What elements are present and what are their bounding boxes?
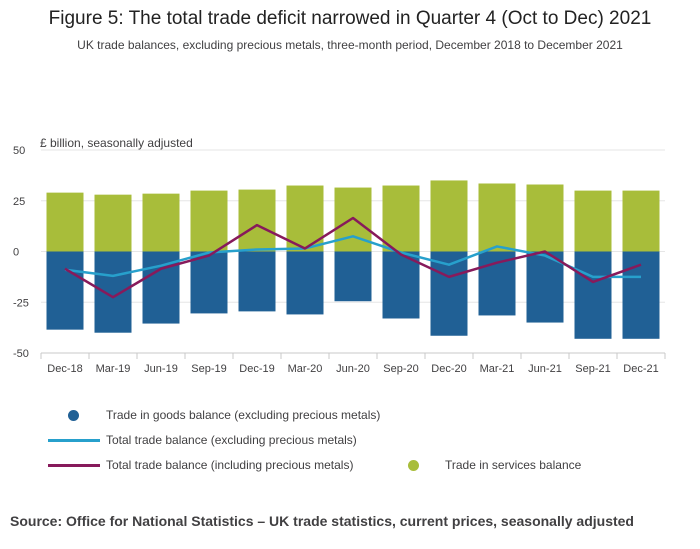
goods-legend-swatch	[68, 410, 79, 421]
x-tick-label: Jun-20	[336, 363, 370, 375]
bar-services	[382, 185, 420, 252]
lines	[64, 216, 642, 299]
y-axis-unit-label: £ billion, seasonally adjusted	[40, 136, 193, 150]
bar-services	[46, 192, 84, 252]
chart-title: Figure 5: The total trade deficit narrow…	[48, 8, 652, 29]
chart-subtitle: UK trade balances, excluding precious me…	[77, 38, 623, 52]
bar-goods	[478, 251, 516, 316]
y-tick-label: -50	[13, 348, 29, 360]
bar-goods	[238, 251, 276, 312]
y-tick-label: 25	[13, 196, 25, 208]
x-tick-label: Sep-21	[575, 363, 610, 375]
bar-services	[142, 193, 180, 252]
y-axis-ticks: 50 25 0 -25 -50	[13, 145, 29, 360]
bar-goods	[382, 251, 420, 319]
source-note: Source: Office for National Statistics –…	[10, 513, 634, 529]
x-tick-label: Mar-21	[480, 363, 515, 375]
bar-goods	[46, 251, 84, 330]
bar-goods	[574, 251, 612, 339]
bar-services	[190, 190, 228, 252]
bar-services	[478, 183, 516, 252]
x-tick-label: Dec-18	[47, 363, 82, 375]
bars	[46, 180, 660, 339]
x-tick-label: Mar-20	[288, 363, 323, 375]
bar-services	[94, 194, 132, 252]
bar-services	[430, 180, 468, 252]
bar-services	[238, 189, 276, 252]
x-axis-ticks: Dec-18 Mar-19 Jun-19 Sep-19 Dec-19 Mar-20 Jun-…	[40, 352, 666, 375]
services-legend-swatch	[408, 460, 419, 471]
bar-goods	[622, 251, 660, 339]
x-tick-label: Sep-19	[191, 363, 226, 375]
line-total-incl	[64, 216, 642, 299]
legend-label-total-incl: Total trade balance (including precious …	[106, 458, 354, 472]
x-tick-label: Jun-19	[144, 363, 178, 375]
bar-goods	[526, 251, 564, 323]
x-tick-label: Dec-21	[623, 363, 658, 375]
y-tick-label: 50	[13, 145, 25, 157]
x-tick-label: Jun-21	[528, 363, 562, 375]
x-tick-label: Sep-20	[383, 363, 418, 375]
bar-goods	[94, 251, 132, 333]
legend-label-goods: Trade in goods balance (excluding precio…	[106, 408, 381, 422]
x-tick-label: Dec-20	[431, 363, 466, 375]
bar-services	[574, 190, 612, 252]
y-tick-label: -25	[13, 297, 29, 309]
bar-goods	[334, 251, 372, 302]
bar-services	[526, 184, 564, 252]
total-incl-legend-swatch	[48, 464, 100, 467]
x-tick-label: Mar-19	[96, 363, 131, 375]
y-tick-label: 0	[13, 247, 19, 259]
bar-goods	[190, 251, 228, 314]
line-total-excl	[64, 235, 641, 279]
total-excl-legend-swatch	[48, 439, 100, 442]
legend-label-services: Trade in services balance	[445, 458, 582, 472]
x-tick-label: Dec-19	[239, 363, 274, 375]
bar-services	[622, 190, 660, 252]
chart-area: £ billion, seasonally adjusted 50 25 0 -25 -…	[13, 136, 666, 375]
bar-goods	[286, 251, 324, 315]
legend-label-total-excl: Total trade balance (excluding precious …	[106, 433, 357, 447]
